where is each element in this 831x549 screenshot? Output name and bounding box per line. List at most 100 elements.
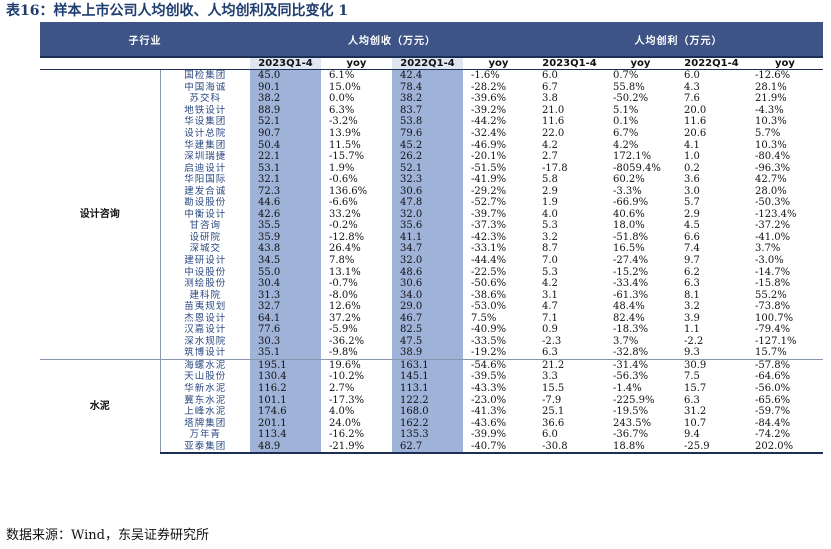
company-name: 深城交	[189, 243, 221, 255]
rev-yoy-cell: -12.8%	[329, 231, 365, 243]
company-name: 国检集团	[184, 70, 227, 82]
header-rev-2022-yoy: yoy	[463, 56, 534, 70]
rev-2022-cell: 47.8	[392, 197, 463, 209]
pro-2022-cell: 6.0	[684, 70, 700, 82]
rev-2023-cell: 101.1	[250, 394, 321, 406]
rev-2022-yoy-cell: -32.4%	[471, 128, 507, 139]
rev-2022-cell: 45.2	[392, 139, 463, 151]
pro-2022-yoy-cell: 3.7%	[755, 243, 781, 255]
rev-yoy-cell: 6.1%	[329, 70, 355, 82]
rev-2023-cell: 90.1	[250, 81, 321, 94]
rev-yoy-cell: -0.2%	[329, 220, 358, 232]
rev-2022-cell: 32.0	[392, 208, 463, 221]
pro-yoy-cell: 16.5%	[613, 243, 645, 255]
company-name: 启迪设计	[184, 162, 227, 174]
rev-yoy-cell: 15.0%	[329, 81, 361, 93]
company-name: 中设股份	[184, 266, 227, 278]
company-name: 建研设计	[184, 255, 227, 267]
pro-2023-cell: 11.6	[542, 116, 565, 128]
rev-2023-cell: 30.4	[250, 277, 321, 290]
rev-2022-yoy-cell: -43.3%	[471, 383, 507, 395]
rev-yoy-cell: -15.7%	[329, 151, 365, 163]
pro-yoy-cell: -1.4%	[613, 383, 642, 395]
table-row: 筑博设计 35.1 -9.8% 38.9 -19.2% 6.3 -32.8% 9.3 15.7%	[40, 347, 823, 360]
table-row: 中国海诚 90.1 15.0% 78.4 -28.2% 6.7 55.8% 4.3 28.1%	[40, 81, 823, 94]
rev-2023-cell: 52.1	[250, 116, 321, 128]
rev-2022-cell: 78.4	[392, 81, 463, 94]
pro-2022-yoy-cell: -79.4%	[755, 324, 791, 336]
company-name: 深水规院	[184, 335, 227, 347]
rev-2023-cell: 35.1	[250, 347, 321, 360]
table-row: 万年青 113.4 -16.2% 135.3 -39.9% 6.0 -36.7% 9.4 -74…	[40, 428, 823, 441]
pro-2022-cell: 20.6	[684, 128, 707, 139]
pro-2022-yoy-cell: -4.3%	[755, 104, 784, 116]
pro-2022-yoy-cell: -57.8%	[747, 358, 823, 372]
pro-2023-cell: 5.8	[542, 174, 558, 186]
header-blank	[40, 56, 250, 70]
table-row: 深水规院 30.3 -36.2% 47.5 -33.5% -2.3 3.7% -2.2 -127…	[40, 335, 823, 348]
pro-yoy-cell: -66.9%	[613, 197, 649, 209]
pro-2023-cell: 5.3	[542, 266, 558, 278]
rev-2022-cell: 38.9	[392, 347, 463, 360]
rev-2022-yoy-cell: -44.4%	[471, 255, 507, 267]
pro-2022-yoy-cell: 28.1%	[755, 81, 787, 93]
rev-2023-cell: 55.0	[250, 266, 321, 278]
rev-yoy-cell: -16.2%	[329, 429, 365, 441]
pro-2022-cell: 15.7	[684, 383, 707, 395]
pro-2023-cell: 6.0	[542, 70, 558, 82]
pro-2022-yoy-cell: -74.2%	[755, 429, 791, 441]
pro-2023-cell: -30.8	[534, 440, 605, 455]
pro-2022-cell: -25.9	[676, 440, 747, 455]
table-row: 建发合诚 72.3 136.6% 30.6 -29.2% 2.9 -3.3% 3.0 28.0%	[40, 185, 823, 198]
rev-2022-yoy-cell: -39.9%	[471, 429, 507, 441]
pro-2023-cell: 36.6	[542, 417, 565, 429]
pro-2023-cell: 3.1	[542, 289, 558, 301]
pro-2022-cell: 10.7	[684, 417, 707, 429]
rev-2023-cell: 31.3	[250, 289, 321, 301]
pro-yoy-cell: 6.7%	[613, 128, 639, 139]
rev-yoy-cell: 6.3%	[329, 104, 355, 116]
pro-2023-cell: 6.3	[542, 347, 558, 359]
table-row: 深城交 43.8 26.4% 34.7 -33.1% 8.7 16.5% 7.4 3.7%	[40, 243, 823, 255]
rev-2022-cell: 35.6	[392, 220, 463, 232]
header-pro-2023: 2023Q1-4	[534, 56, 605, 70]
rev-2022-cell: 32.0	[392, 254, 463, 267]
pro-2023-cell: 21.0	[542, 104, 565, 116]
pro-yoy-cell: -33.4%	[613, 278, 649, 290]
rev-yoy-cell: -9.8%	[329, 347, 358, 359]
rev-yoy-cell: 26.4%	[329, 243, 361, 255]
table-row: 建科院 31.3 -8.0% 34.0 -38.6% 3.1 -61.3% 8.1 55.2%	[40, 289, 823, 301]
table-row: 水泥 海螺水泥 195.1 19.6% 163.1 -54.6% 21.2 -31.4% 30.…	[40, 358, 823, 454]
pro-yoy-cell: -56.3%	[613, 371, 649, 383]
company-name: 中衡设计	[184, 208, 227, 220]
pro-2022-cell: 3.2	[684, 301, 700, 313]
pro-2022-yoy-cell: -123.4%	[755, 208, 797, 220]
rev-2023-cell: 32.7	[250, 300, 321, 313]
pro-2023-cell: 2.7	[542, 151, 558, 163]
rev-yoy-cell: -0.7%	[329, 278, 358, 290]
rev-2022-cell: 53.8	[392, 116, 463, 128]
pro-2022-cell: 6.6	[684, 231, 700, 243]
rev-2023-cell: 201.1	[250, 417, 321, 429]
pro-yoy-cell: -50.2%	[613, 93, 649, 105]
pro-2022-cell: 6.3	[684, 278, 700, 290]
table-row: 勘设股份 44.6 -6.6% 47.8 -52.7% 1.9 -66.9% 5.7 -50.3…	[40, 197, 823, 209]
rev-2022-yoy-cell: -39.6%	[471, 93, 507, 105]
pro-2022-cell: 4.5	[684, 220, 700, 232]
rev-2022-cell: 34.7	[392, 243, 463, 255]
pro-2023-cell: 15.5	[542, 383, 565, 395]
company-name: 华设集团	[184, 116, 227, 128]
rev-2022-yoy-cell: -37.3%	[471, 220, 507, 232]
pro-2022-cell: 11.6	[684, 116, 707, 128]
pro-2022-yoy-cell: -12.6%	[755, 70, 791, 82]
table-row: 启迪设计 53.1 1.9% 52.1 -51.5% -17.8 -8059.4% 0.2 -9…	[40, 162, 823, 174]
pro-2022-cell: 7.4	[684, 243, 700, 255]
rev-2022-yoy-cell: -54.6%	[463, 358, 534, 372]
pro-2023-cell: 4.2	[542, 139, 558, 151]
header-rev-2023: 2023Q1-4	[250, 56, 321, 70]
rev-2022-yoy-cell: -23.0%	[471, 394, 507, 406]
table-row: 设计咨询 国检集团 45.0 6.1% 42.4 -1.6% 6.0 0.7% 6.0 -12.6…	[40, 69, 823, 360]
pro-2023-cell: 21.2	[534, 358, 605, 372]
rev-2022-yoy-cell: -39.7%	[471, 208, 507, 220]
pro-2022-yoy-cell: 15.7%	[755, 347, 787, 359]
